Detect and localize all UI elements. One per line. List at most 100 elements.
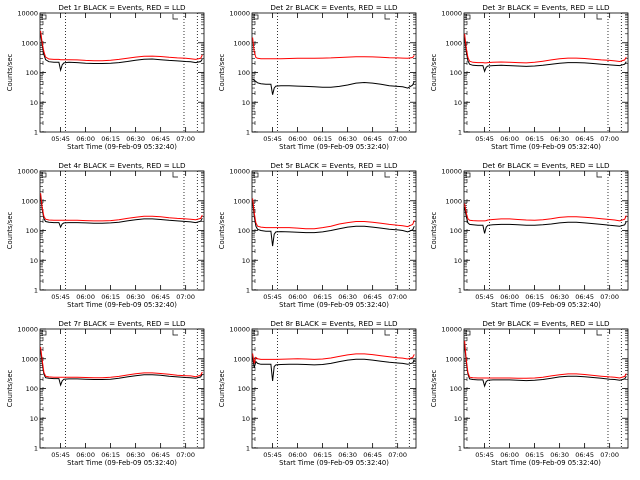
x-tick-label: 05:45 — [263, 451, 282, 459]
y-tick-label: 1000 — [445, 197, 462, 205]
series-line-2 — [464, 340, 627, 379]
corner-marker — [465, 14, 471, 20]
x-tick-label: 06:00 — [288, 293, 307, 301]
y-tick-label: 1000 — [21, 39, 38, 47]
y-axis-label: Counts/sec — [218, 370, 226, 408]
y-tick-label: 100 — [450, 227, 462, 235]
y-tick-label: 10 — [454, 415, 462, 423]
plot-frame — [251, 170, 417, 291]
y-tick-label: 100 — [450, 385, 462, 393]
y-tick-label: 1000 — [445, 39, 462, 47]
x-tick-label: 05:45 — [263, 293, 282, 301]
panel-1: Det 1r BLACK = Events, RED = LLD 1 10 100 10… — [6, 3, 205, 151]
x-axis-label: Start Time (09-Feb-09 05:32:40) — [491, 301, 601, 309]
series-line-2 — [252, 37, 415, 60]
series-line-1 — [40, 349, 203, 387]
x-tick-label: 06:15 — [101, 135, 120, 143]
x-tick-label: 06:15 — [313, 451, 332, 459]
x-tick-label: 05:45 — [51, 293, 70, 301]
x-tick-label: 07:00 — [388, 135, 407, 143]
panel-title: Det 4r BLACK = Events, RED = LLD — [58, 161, 186, 170]
y-tick-label: 1 — [246, 445, 250, 453]
plot-frame — [463, 12, 629, 133]
series-line-1 — [252, 78, 415, 95]
y-tick-label: 1 — [34, 287, 38, 295]
corner-marker — [41, 330, 47, 336]
panel-title: Det 6r BLACK = Events, RED = LLD — [482, 161, 610, 170]
x-tick-label: 06:45 — [151, 451, 170, 459]
series-line-2 — [252, 353, 415, 364]
x-tick-label: 06:45 — [575, 451, 594, 459]
x-tick-label: 06:15 — [525, 135, 544, 143]
y-tick-label: 100 — [238, 385, 250, 393]
y-tick-label: 10 — [454, 99, 462, 107]
series-line-1 — [40, 195, 203, 229]
x-tick-label: 05:45 — [263, 135, 282, 143]
corner-marker — [596, 172, 602, 178]
x-tick-label: 06:45 — [151, 293, 170, 301]
x-axis-label: Start Time (09-Feb-09 05:32:40) — [67, 459, 177, 467]
corner-marker — [172, 172, 178, 178]
x-tick-label: 06:15 — [101, 451, 120, 459]
y-tick-label: 10000 — [441, 10, 462, 18]
panel-title: Det 2r BLACK = Events, RED = LLD — [270, 3, 398, 12]
panel-3: Det 3r BLACK = Events, RED = LLD 1 10 100 10… — [430, 3, 629, 151]
series-line-2 — [252, 198, 415, 230]
x-tick-label: 06:15 — [313, 135, 332, 143]
panel-8: Det 8r BLACK = Events, RED = LLD 1 10 100 10… — [218, 319, 417, 467]
y-tick-label: 10 — [454, 257, 462, 265]
y-tick-label: 10000 — [441, 168, 462, 176]
x-tick-label: 06:00 — [76, 293, 95, 301]
panel-title: Det 9r BLACK = Events, RED = LLD — [482, 319, 610, 328]
y-tick-label: 100 — [238, 227, 250, 235]
x-tick-label: 06:00 — [500, 293, 519, 301]
x-tick-label: 06:15 — [525, 293, 544, 301]
corner-marker — [465, 172, 471, 178]
y-tick-label: 1000 — [233, 197, 250, 205]
y-tick-label: 10 — [242, 257, 250, 265]
x-tick-label: 06:45 — [575, 135, 594, 143]
corner-marker — [596, 14, 602, 20]
y-tick-label: 1 — [34, 129, 38, 137]
x-tick-label: 06:30 — [126, 293, 145, 301]
y-tick-label: 10000 — [17, 10, 38, 18]
corner-marker — [253, 14, 259, 20]
x-axis-label: Start Time (09-Feb-09 05:32:40) — [491, 143, 601, 151]
panel-title: Det 7r BLACK = Events, RED = LLD — [58, 319, 186, 328]
panel-4: Det 4r BLACK = Events, RED = LLD 1 10 100 10… — [6, 161, 205, 309]
panel-2: Det 2r BLACK = Events, RED = LLD 1 10 100 10… — [218, 3, 417, 151]
x-tick-label: 06:30 — [338, 451, 357, 459]
panel-title: Det 1r BLACK = Events, RED = LLD — [58, 3, 186, 12]
series-line-1 — [464, 344, 627, 388]
x-tick-label: 06:45 — [363, 135, 382, 143]
y-tick-label: 100 — [26, 227, 38, 235]
series-line-2 — [40, 30, 203, 62]
y-tick-label: 100 — [450, 69, 462, 77]
y-axis-label: Counts/sec — [430, 212, 438, 250]
x-tick-label: 06:15 — [313, 293, 332, 301]
corner-marker — [172, 330, 178, 336]
series-line-2 — [40, 346, 203, 379]
x-tick-label: 06:30 — [338, 293, 357, 301]
panel-9: Det 9r BLACK = Events, RED = LLD 1 10 100 10… — [430, 319, 629, 467]
corner-marker — [253, 330, 259, 336]
corner-marker — [465, 330, 471, 336]
x-tick-label: 06:00 — [500, 135, 519, 143]
x-tick-label: 05:45 — [51, 451, 70, 459]
y-tick-label: 1 — [458, 445, 462, 453]
series-line-2 — [40, 193, 203, 222]
panel-5: Det 5r BLACK = Events, RED = LLD 1 10 100 10… — [218, 161, 417, 309]
series-line-2 — [464, 33, 627, 64]
x-axis-label: Start Time (09-Feb-09 05:32:40) — [279, 143, 389, 151]
y-axis-label: Counts/sec — [430, 370, 438, 408]
y-tick-label: 10000 — [229, 326, 250, 334]
corner-marker — [41, 14, 47, 20]
y-tick-label: 1000 — [21, 197, 38, 205]
y-tick-label: 1000 — [233, 355, 250, 363]
y-axis-label: Counts/sec — [430, 54, 438, 92]
y-tick-label: 1000 — [445, 355, 462, 363]
y-tick-label: 10 — [30, 99, 38, 107]
series-line-2 — [464, 203, 627, 222]
series-line-1 — [40, 33, 203, 73]
